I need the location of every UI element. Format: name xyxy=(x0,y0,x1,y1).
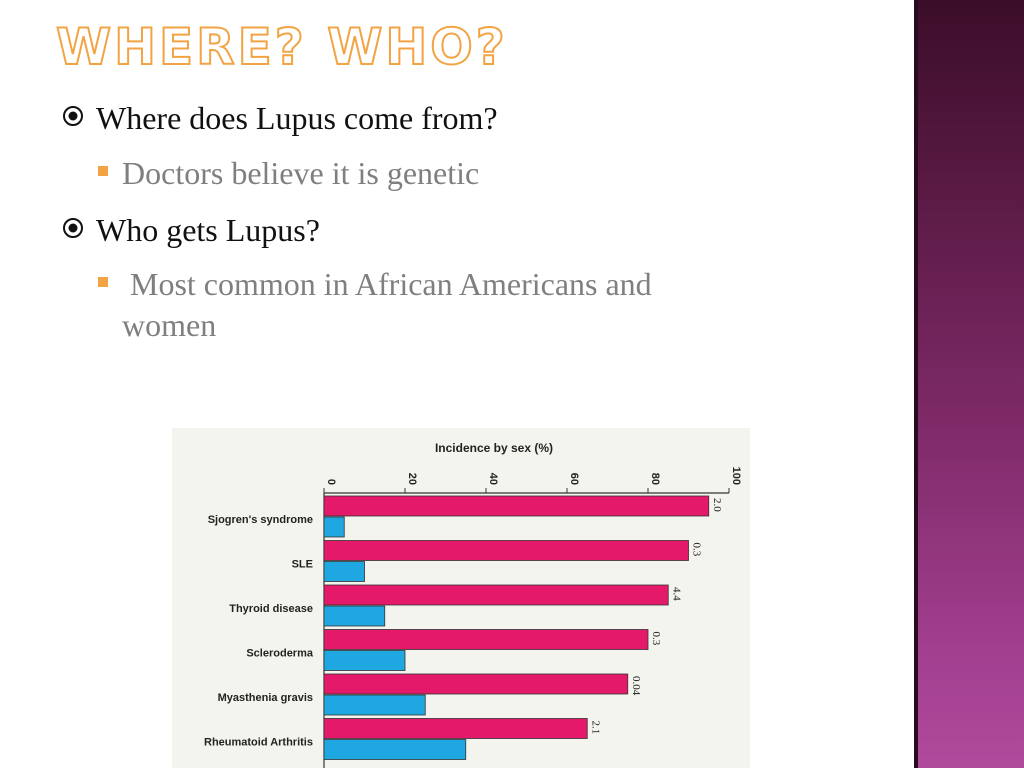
bar xyxy=(323,694,426,716)
x-tick-label: 100 xyxy=(730,467,742,485)
bar xyxy=(323,561,365,582)
bullet-text-continuation: women xyxy=(122,307,217,343)
category-label: Rheumatoid Arthritis xyxy=(204,737,313,749)
square-icon xyxy=(98,155,110,187)
category-label: Thyroid disease xyxy=(229,603,313,615)
bar xyxy=(323,650,406,671)
ratio-label: 0.3 xyxy=(650,632,662,646)
x-tick-label: 40 xyxy=(487,473,499,485)
ratio-label: 0.3 xyxy=(691,543,703,557)
bar xyxy=(323,540,689,561)
bullet-text: Most common in African Americans and xyxy=(122,266,652,302)
sub-bullet-common: Most common in African Americans and wom… xyxy=(98,266,798,344)
bar xyxy=(323,718,588,739)
sub-bullet-genetic: Doctors believe it is genetic xyxy=(98,155,479,192)
bar xyxy=(323,739,467,760)
square-icon xyxy=(98,266,110,298)
x-tick-label: 80 xyxy=(649,473,661,485)
bullet-who: Who gets Lupus? xyxy=(62,212,320,249)
category-label: Sjogren's syndrome xyxy=(208,514,313,526)
ratio-label: 2.0 xyxy=(711,498,723,512)
bullet-text: Doctors believe it is genetic xyxy=(122,155,480,191)
incidence-chart: Incidence by sex (%) 0 20 40 60 80 100 Sjogren'… xyxy=(172,428,750,768)
x-tick-label: 20 xyxy=(406,473,418,485)
bar xyxy=(323,584,669,606)
target-icon xyxy=(62,100,86,132)
chart-svg: Incidence by sex (%) 0 20 40 60 80 100 Sjogren'… xyxy=(204,441,742,768)
bullet-text: Who gets Lupus? xyxy=(96,212,320,248)
side-decoration-band xyxy=(914,0,1024,768)
slide-title: WHERE? WHO? xyxy=(55,17,508,77)
bar xyxy=(323,629,649,650)
target-icon xyxy=(62,212,86,244)
ratio-label: 2.1 xyxy=(589,721,601,735)
chart-title: Incidence by sex (%) xyxy=(435,441,553,455)
x-tick-label: 0 xyxy=(325,479,337,485)
bar xyxy=(323,495,710,517)
ratio-label: 0.04 xyxy=(630,676,642,696)
bullet-where: Where does Lupus come from? xyxy=(62,100,498,137)
category-label: Scleroderma xyxy=(246,648,314,660)
category-label: Myasthenia gravis xyxy=(218,692,313,704)
bullet-text: Where does Lupus come from? xyxy=(96,100,498,136)
bar xyxy=(323,673,629,695)
bar xyxy=(323,605,386,627)
x-tick-label: 60 xyxy=(568,473,580,485)
bar xyxy=(323,516,345,538)
category-label: SLE xyxy=(292,559,313,571)
ratio-label: 4.4 xyxy=(670,587,682,601)
